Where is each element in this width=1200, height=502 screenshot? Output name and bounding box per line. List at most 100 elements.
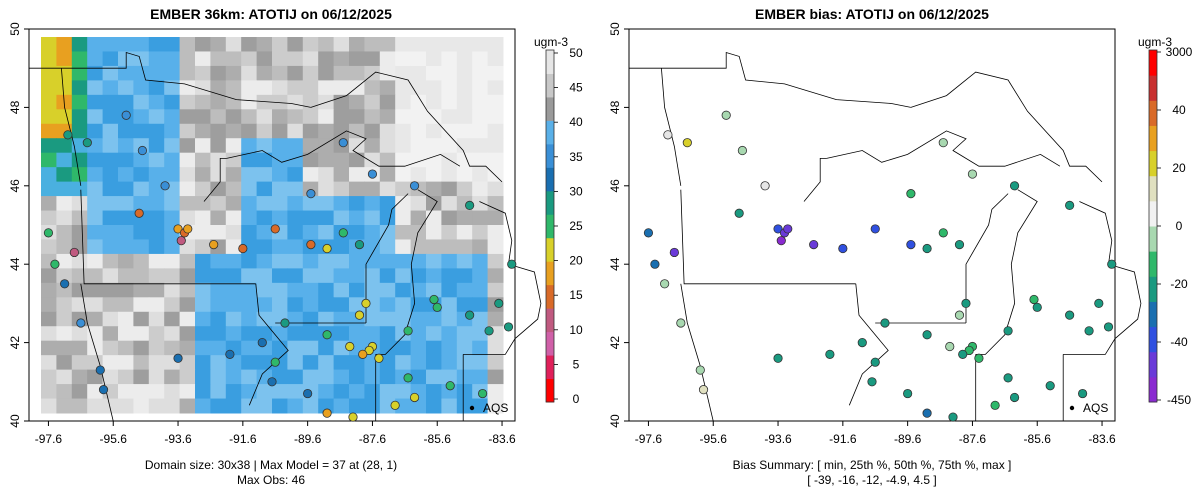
right-legend-tick-label: 20 — [1172, 161, 1186, 175]
monitor-point — [682, 138, 692, 148]
right-state-borders — [629, 51, 1142, 422]
monitor-point — [1009, 181, 1020, 191]
monitor-point — [1003, 373, 1013, 383]
monitor-point — [643, 228, 654, 238]
right-y-tick-label: 48 — [608, 100, 622, 114]
monitor-point — [1029, 294, 1039, 305]
left-x-tick-label: -87.6 — [359, 432, 387, 446]
right-legend-swatch — [1149, 351, 1157, 378]
right-legend-tick-label: 40 — [1172, 103, 1186, 117]
monitor-point — [698, 385, 709, 395]
left-legend-tick-label: 0 — [573, 392, 580, 406]
monitor-point — [650, 259, 660, 269]
monitor-point — [922, 408, 932, 418]
monitor-point — [76, 318, 86, 328]
left-legend-swatch — [546, 50, 554, 74]
monitor-point — [280, 318, 290, 328]
right-x-tick-label: -97.6 — [635, 432, 663, 446]
monitor-point — [270, 224, 280, 234]
monitor-point — [990, 400, 1000, 410]
right-color-legend: ugm-3 3000 40 20 0 -20 -40 -450 — [1138, 35, 1193, 407]
left-legend-swatch — [546, 96, 554, 121]
left-legend-tick-label: 35 — [569, 150, 583, 164]
right-legend-swatch — [1149, 150, 1157, 177]
monitor-point — [338, 228, 348, 238]
monitor-point — [938, 138, 948, 148]
monitor-point — [367, 169, 378, 179]
left-y-axis: 40 42 44 46 48 50 — [8, 22, 29, 428]
left-y-tick-label: 50 — [8, 22, 22, 36]
right-x-tick-label: -93.6 — [764, 432, 792, 446]
monitor-point — [303, 388, 313, 399]
left-legend-swatch — [546, 237, 554, 262]
left-plot-frame — [28, 28, 516, 422]
left-legend-swatch — [546, 355, 554, 380]
monitor-point — [225, 349, 235, 359]
monitor-point — [906, 189, 916, 199]
monitor-point — [734, 208, 744, 218]
monitor-point — [867, 377, 877, 387]
monitor-point — [760, 181, 770, 191]
right-legend-swatch — [1149, 276, 1157, 302]
monitor-point — [948, 412, 958, 422]
monitor-point — [870, 224, 880, 234]
monitor-point — [1094, 298, 1104, 308]
monitor-point — [306, 240, 316, 250]
monitor-point — [838, 243, 848, 254]
monitor-point — [783, 224, 793, 234]
right-monitor-points — [643, 110, 1117, 422]
left-legend-swatch — [546, 308, 554, 333]
left-x-tick-label: -95.6 — [100, 432, 128, 446]
right-footer-line-2: [ -39, -16, -12, -4.9, 4.5 ] — [807, 473, 936, 487]
right-plot-frame — [628, 28, 1116, 422]
right-x-tick-label: -91.6 — [829, 432, 857, 446]
right-x-tick-label: -83.6 — [1088, 432, 1116, 446]
monitor-point — [922, 330, 932, 340]
right-legend-swatch — [1149, 226, 1157, 252]
monitor-point — [484, 326, 494, 336]
left-legend-tick-label: 30 — [569, 184, 583, 198]
monitor-point — [390, 400, 400, 410]
left-legend-tick-label: 40 — [569, 115, 583, 129]
monitor-point — [160, 181, 170, 191]
monitor-point — [1045, 381, 1055, 391]
right-y-tick-label: 44 — [608, 257, 622, 271]
monitor-point — [880, 318, 890, 328]
monitor-point — [238, 243, 248, 254]
right-legend-swatch — [1149, 125, 1157, 152]
left-footer-line-2: Max Obs: 46 — [237, 473, 305, 487]
monitor-point — [922, 243, 932, 254]
left-y-tick-label: 46 — [8, 179, 22, 193]
left-legend-swatch — [546, 143, 554, 168]
monitor-point — [403, 373, 413, 383]
monitor-point — [1078, 388, 1088, 399]
monitor-point — [1103, 322, 1114, 332]
monitor-point — [358, 349, 368, 359]
monitor-point — [938, 228, 948, 238]
right-legend-tick-label: 0 — [1176, 219, 1183, 233]
monitor-point — [270, 357, 280, 367]
left-x-tick-label: -97.6 — [35, 432, 63, 446]
left-legend-tick-label: 5 — [573, 357, 580, 371]
monitor-point — [121, 110, 131, 120]
left-legend-swatch — [546, 378, 554, 403]
monitor-point — [1009, 392, 1020, 403]
monitor-point — [409, 392, 420, 403]
monitor-point — [409, 181, 420, 191]
right-legend-tick-label: -40 — [1170, 335, 1188, 349]
left-legend-swatch — [546, 284, 554, 309]
right-legend-swatch — [1149, 301, 1157, 328]
left-legend-swatch — [546, 167, 554, 192]
monitor-point — [967, 169, 978, 179]
left-legend-swatch — [546, 120, 554, 145]
left-legend-swatch — [546, 331, 554, 356]
monitor-point — [507, 259, 517, 269]
monitor-point — [354, 240, 365, 250]
monitor-point — [173, 353, 183, 363]
monitor-point — [432, 302, 442, 312]
right-x-tick-label: -89.6 — [894, 432, 922, 446]
left-x-axis: -97.6 -95.6 -93.6 -91.6 -89.6 -87.6 -85.6 -83.6 — [35, 421, 516, 446]
left-legend-swatch — [546, 190, 554, 215]
right-y-tick-label: 40 — [608, 414, 622, 428]
monitor-point — [954, 310, 965, 320]
